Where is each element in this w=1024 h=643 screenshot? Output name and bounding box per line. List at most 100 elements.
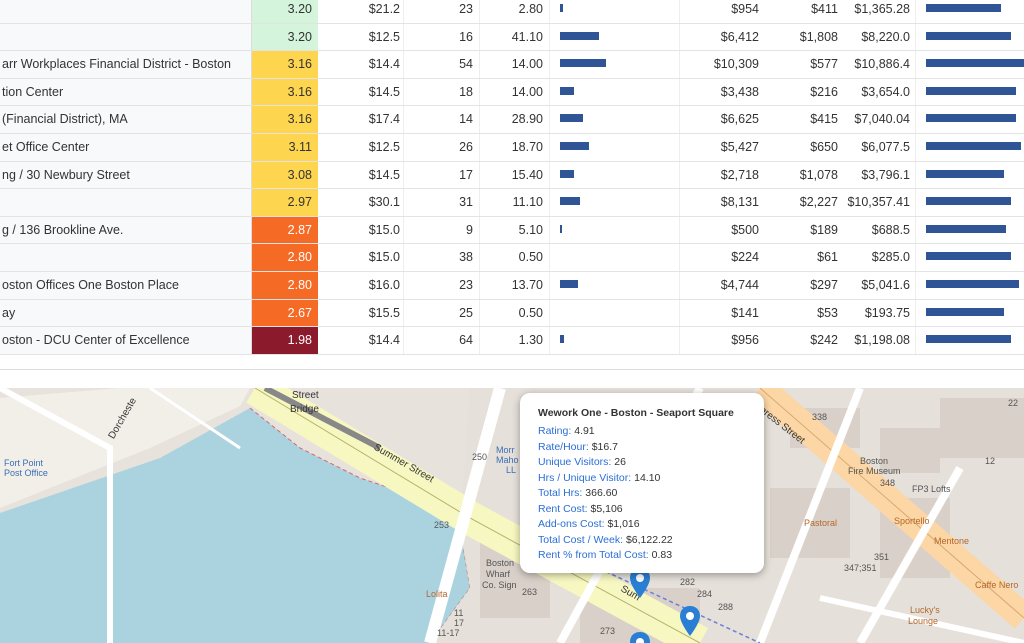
popup-field-value: $1,016	[607, 518, 640, 530]
addons-cost-cell: $650	[810, 140, 838, 154]
map-label-boston-fire: Boston	[860, 456, 889, 466]
coworking-name: arr Workplaces Financial District - Bost…	[0, 51, 252, 78]
total-hours-bar	[560, 335, 564, 344]
rent-percent-bar	[926, 4, 1001, 12]
unique-visitors-cell: 18	[404, 78, 480, 106]
table-row[interactable]: oston Offices One Boston Place 2.80 $16.0 2…	[0, 272, 1024, 300]
map-label-282: 282	[680, 577, 696, 587]
table-row[interactable]: 3.20 $21.2 23 2.80 $954 $411 $1,365.28	[0, 0, 1024, 24]
coworking-name: et Office Center	[0, 134, 252, 161]
addons-cost-cell: $297	[810, 278, 838, 292]
unique-visitors-cell: 14	[404, 106, 480, 133]
total-hours-bar	[560, 31, 599, 40]
rate-per-hour-cell: $30.1	[318, 189, 404, 216]
addons-cost-cell: $411	[811, 2, 838, 16]
popup-field-value: 26	[614, 456, 626, 468]
addons-cost-cell: $242	[810, 333, 838, 348]
total-cost-cell: $10,357.41	[840, 189, 916, 216]
rent-percent-bar	[926, 169, 1004, 178]
hrs-per-visitor-cell: 15.40	[480, 161, 550, 189]
map-label-luckys: Lucky's	[910, 605, 940, 615]
total-hours-bar-cell	[550, 327, 680, 354]
rent-cost-cell: $2,718	[720, 167, 759, 182]
popup-field: Rent % from Total Cost: 0.83	[538, 548, 764, 564]
total-hours-bar	[560, 114, 584, 123]
map-label-sportello: Sportello	[894, 516, 930, 526]
table-row[interactable]: 2.97 $30.1 31 11.10 $8,131 $2,227 $10,357.41	[0, 189, 1024, 217]
total-hours-bar-cell	[550, 244, 680, 271]
rate-per-hour-cell: $15.0	[318, 216, 404, 244]
table-row[interactable]: oston - DCU Center of Excellence 1.98 $14.…	[0, 327, 1024, 355]
table-row[interactable]: tion Center 3.16 $14.5 18 14.00 $3,438 $216 $3,…	[0, 78, 1024, 107]
rent-percent-bar-cell	[916, 106, 1024, 133]
hrs-per-visitor-cell: 13.70	[480, 272, 550, 299]
rate-per-hour-cell: $14.4	[318, 327, 404, 354]
popup-field-key: Total Hrs:	[538, 487, 583, 499]
table-row[interactable]: 3.20 $12.5 16 41.10 $6,412 $1,808 $8,220.0	[0, 23, 1024, 52]
addons-cost-cell: $216	[810, 84, 838, 99]
rent-percent-bar-cell	[916, 327, 1024, 354]
addons-cost-cell: $577	[810, 57, 838, 72]
total-hours-bar-cell	[550, 0, 680, 23]
table-row[interactable]: ng / 30 Newbury Street 3.08 $14.5 17 15.40 $2…	[0, 161, 1024, 190]
rent-percent-bar-cell	[916, 24, 1024, 51]
table-row[interactable]: et Office Center 3.11 $12.5 26 18.70 $5,427 $6…	[0, 134, 1024, 162]
addons-cost-cell: $1,078	[799, 167, 838, 182]
popup-field: Rent Cost: $5,106	[538, 502, 764, 518]
popup-field-value: 366.60	[585, 487, 618, 499]
total-cost-cell: $10,886.4	[840, 51, 916, 78]
unique-visitors-cell: 64	[404, 327, 480, 354]
table-row[interactable]: arr Workplaces Financial District - Bost…	[0, 51, 1024, 79]
total-hours-bar	[560, 142, 589, 150]
addons-cost-cell: $2,227	[799, 195, 838, 210]
map-pin-icon[interactable]	[680, 606, 700, 636]
coworking-name: g / 136 Brookline Ave.	[0, 216, 252, 244]
hrs-per-visitor-cell: 2.80	[480, 0, 550, 23]
total-hours-bar-cell	[550, 106, 680, 133]
popup-field-key: Rating:	[538, 425, 572, 437]
map-label-288: 288	[718, 602, 734, 612]
total-cost-cell: $688.5	[840, 216, 916, 244]
popup-title: Wework One - Boston - Seaport Square	[538, 407, 734, 419]
map-view[interactable]: Street Bridge Summer Street Dorcheste Fo…	[0, 388, 1024, 643]
unique-visitors-cell: 16	[404, 23, 480, 51]
map-label-luckys-2: Lounge	[908, 616, 939, 626]
total-hours-bar	[560, 197, 580, 206]
map-label-351: 351	[874, 552, 890, 562]
hrs-per-visitor-cell: 14.00	[480, 78, 550, 106]
total-hours-bar	[560, 4, 563, 12]
popup-field-value: 14.10	[634, 471, 661, 484]
map-pin-icon[interactable]	[630, 568, 650, 598]
hrs-per-visitor-cell: 11.10	[480, 189, 550, 216]
map-label-17: 17	[454, 618, 465, 628]
table-row[interactable]: ay 2.67 $15.5 25 0.50 $141 $53 $193.75	[0, 299, 1024, 328]
total-hours-bar	[560, 59, 606, 68]
map-label-348: 348	[880, 478, 896, 488]
location-popup: Wework One - Boston - Seaport Square Rat…	[520, 393, 764, 573]
coworking-name: ng / 30 Newbury Street	[0, 161, 252, 189]
table-row[interactable]: (Financial District), MA 3.16 $17.4 14 28.90…	[0, 106, 1024, 134]
hrs-per-visitor-cell: 0.50	[480, 244, 550, 271]
rent-cost-cell: $954	[731, 2, 759, 16]
map-label-pastoral: Pastoral	[804, 518, 838, 528]
unique-visitors-cell: 26	[404, 134, 480, 161]
rent-percent-bar	[926, 197, 1011, 206]
rating-cell: 3.16	[252, 106, 318, 133]
map-pin-icon[interactable]	[630, 632, 650, 643]
popup-field: Unique Visitors: 26	[538, 455, 764, 471]
total-hours-bar-cell	[550, 272, 680, 299]
popup-field-value: $6,122.22	[625, 533, 673, 546]
rent-percent-bar	[926, 59, 1024, 68]
total-cost-cell: $3,654.0	[840, 78, 916, 106]
popup-field-key: Add-ons Cost:	[538, 518, 605, 530]
rent-cost-cell: $10,309	[713, 57, 759, 72]
unique-visitors-cell: 23	[404, 0, 480, 23]
unique-visitors-cell: 9	[404, 216, 480, 244]
coworking-name	[0, 244, 252, 271]
hrs-per-visitor-cell: 0.50	[480, 299, 550, 327]
total-hours-bar-cell	[550, 216, 680, 244]
rent-percent-bar-cell	[916, 189, 1024, 216]
table-row[interactable]: g / 136 Brookline Ave. 2.87 $15.0 9 5.10 $500…	[0, 216, 1024, 245]
table-row[interactable]: 2.80 $15.0 38 0.50 $224 $61 $285.0	[0, 244, 1024, 272]
popup-field: Hrs / Unique Visitor: 14.10	[538, 471, 764, 487]
